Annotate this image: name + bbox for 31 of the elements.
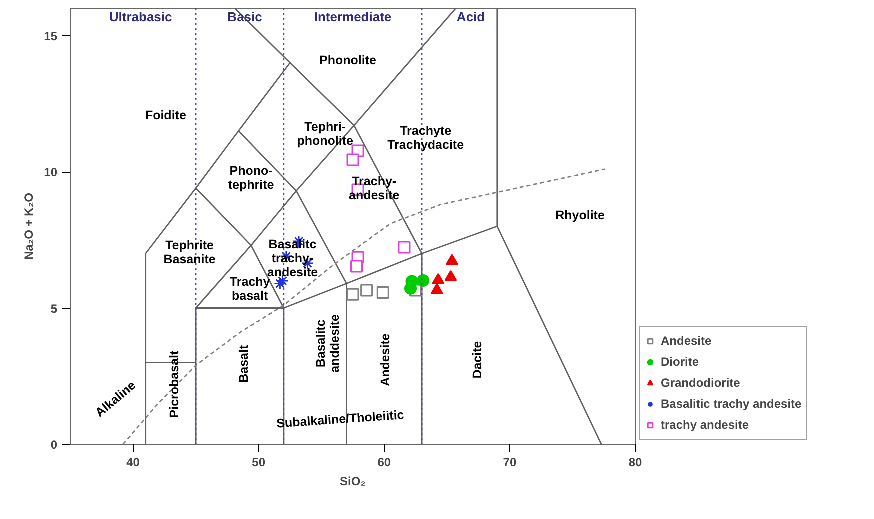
x-axis-title: SiO₂ [340,474,366,488]
annotation: Rhyolite [556,208,605,223]
annotation: Phonolite [320,53,376,68]
annotation: Picrobasalt [168,350,182,418]
y-tick-label: 0 [50,438,58,452]
annotation: Phono- tephrite [228,164,274,192]
x-tick-label: 80 [628,456,642,470]
annotation: Dacite [470,341,484,379]
annotation: Acid [456,10,486,25]
annotation: Andesite [378,334,393,386]
y-tick-label: 5 [50,302,58,316]
legend-label: Basalitic trachy andesite [661,397,802,411]
annotation: Subalkaline/Tholeiitic [276,408,405,431]
annotation: Tephrite Basanite [164,238,216,266]
annotation: Trachyte Trachydacite [388,124,464,152]
legend-label: Andesite [661,334,712,348]
annotation: Intermediate [314,10,392,25]
y-tick-label: 15 [44,29,58,44]
y-axis-title: Na₂O + K₂O [22,192,36,260]
legend-label: trachy andesite [661,418,750,432]
legend-label: Diorite [661,355,700,369]
annotation: Basalitc anddesite [314,314,342,373]
y-tick-label: 10 [44,166,58,180]
x-tick-label: 50 [252,456,266,470]
x-tick-label: 40 [126,456,140,470]
x-tick-label: 60 [378,456,392,470]
legend-label: Grandodiorite [661,376,740,390]
annotation: Foidite [145,108,186,123]
x-tick-label: 70 [503,456,517,470]
annotation: Ultrabasic [109,10,172,25]
annotation: Basalt [236,344,251,383]
